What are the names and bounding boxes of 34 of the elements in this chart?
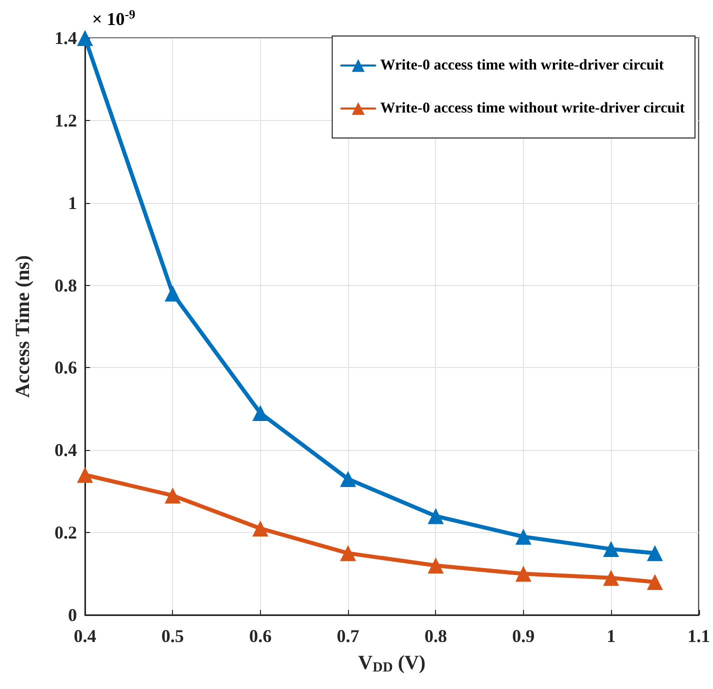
y-tick-label: 1.2 [54,110,77,130]
y-tick-label: 0.8 [54,275,77,296]
y-tick-label: 0.4 [54,440,77,460]
x-tick-label: 0.5 [161,626,184,646]
point [603,570,620,586]
point [252,520,268,536]
point [340,470,356,487]
x-tick-label: 1 [606,626,616,646]
point [646,545,663,562]
y-tick-label: 0 [68,605,77,625]
point [340,545,356,562]
y-tick-label: 0.2 [54,522,77,543]
point [164,487,181,504]
point [77,466,93,483]
point [164,286,181,302]
x-tick-label: 0.6 [249,626,272,646]
point [252,405,268,422]
y-tick-label: 1 [68,192,77,213]
x-tick-label: 0.9 [512,626,535,646]
point [515,528,532,545]
y-axis-title: Access Time (ns) [12,255,34,398]
point [603,541,620,558]
y-tick-label: 0.6 [54,358,77,378]
point [428,558,444,574]
point [515,566,532,582]
point [77,30,93,46]
point [428,508,444,524]
x-tick-label: 0.7 [336,626,360,646]
point [646,574,663,590]
legend-label: Write-0 access time with write-driver circuit [380,58,664,74]
y-tick-label: 1.4 [54,28,77,48]
x-tick-label: 0.8 [424,626,447,646]
x-tick-label: 1.1 [688,626,710,646]
legend-label: Write-0 access time without write-driver circuit [380,100,685,116]
